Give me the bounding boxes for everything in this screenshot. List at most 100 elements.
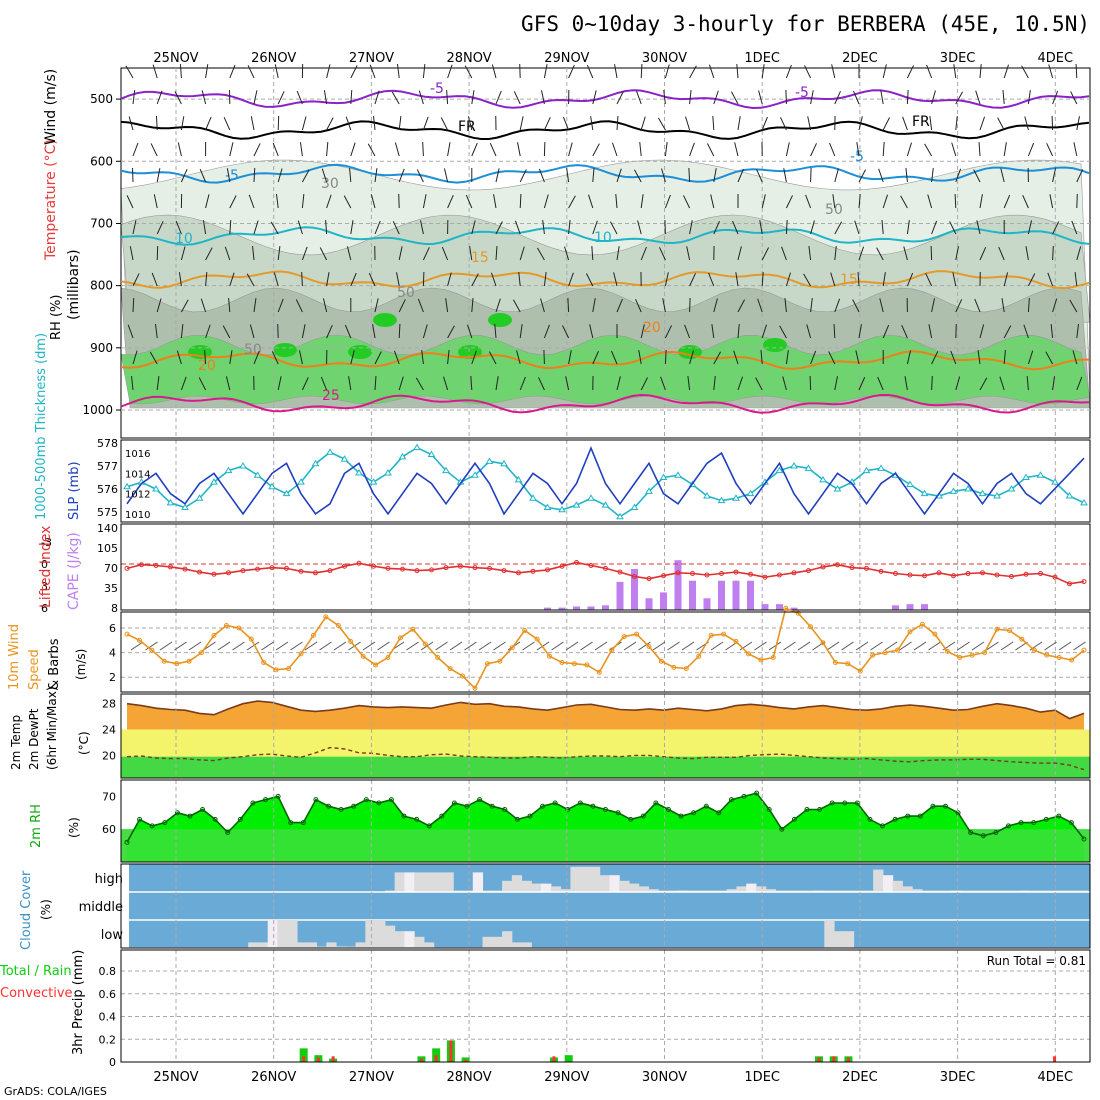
date-label-bottom: 29NOV [544,1070,589,1085]
wind-speed-series-point [335,623,341,629]
wind-barb [177,142,182,157]
cloud-bar-low [277,920,288,948]
wind-barb [955,246,959,261]
cloud-bar-low [511,942,523,948]
cloud-bar-high [609,875,620,892]
wind-barb [640,63,643,79]
lifted-index-series-point [1067,581,1072,587]
wind-barb [180,169,188,183]
wind-barb [1050,324,1054,339]
wind-barb [929,116,933,131]
wind-barb [471,350,477,365]
wind-barb [277,246,281,261]
wind-barb [495,245,498,261]
wind-barb [611,142,618,157]
wind-barb [541,90,545,105]
wind-speed-series-point [745,651,751,657]
wind-barb [296,90,303,105]
rh-series-point [880,823,886,829]
wind-barb [253,143,261,157]
wind-barb [151,272,158,287]
thickness-series-point [1007,485,1016,492]
cloud-bar-low [394,931,405,948]
thickness-series-point [427,450,436,458]
wind-barb [543,272,547,287]
wind-barb [1003,194,1011,209]
rh-series-point [741,793,747,799]
wind-barb [737,246,742,261]
date-label-top: 29NOV [544,51,589,66]
contour-label: -5 [225,168,239,184]
wind-barb [829,142,836,157]
wind-barb [205,272,208,287]
wind-barb [398,246,403,261]
wind-barb [664,142,668,157]
thickness-series-point [978,489,987,497]
lifted-index-series-point [371,563,376,569]
thickness-series-point [543,503,552,510]
wind-barb [205,194,210,209]
wind-speed-series-point [919,621,925,627]
wind-speed-series-point [832,659,838,665]
wind-barb [784,298,787,313]
surface-wind-barb [217,641,231,651]
rh-series-point [791,816,797,822]
surface-wind-barb [580,641,593,651]
cape-bar [776,604,783,610]
wind-barb [1003,325,1012,339]
rh-blob [763,338,787,352]
wind-barb [664,272,669,287]
precip-convective-bar [552,1056,556,1062]
surface-wind-barb [551,641,564,651]
wind-barb [904,376,908,391]
date-label-bottom: 28NOV [447,1070,492,1085]
temp-series [126,700,1085,720]
wind-barb [853,90,860,105]
lifted-index-series-point [980,570,985,576]
wind-barb [326,117,334,131]
contour-label: -5 [795,85,809,101]
cloud-bar-low [287,920,298,948]
wind-barb [418,90,424,105]
lifted-index-series-point [820,564,826,570]
wind-barb [469,246,473,261]
wind-speed-series-point [509,645,515,651]
wind-barb [979,324,985,339]
wind-barb [659,247,666,261]
wind-barb [275,194,279,209]
wind-barb [858,169,867,183]
cape-bar [660,592,667,610]
thickness-series-point [964,485,972,492]
wind-barb [761,116,768,131]
rh-series-point [363,797,369,803]
thickness-series-point [282,489,291,497]
contour-label: 30 [321,176,339,192]
dew-bottom-band [121,756,1090,778]
cape-bar [703,598,711,610]
rh-series-point [388,797,394,803]
pressure-axis-label: (millibars) [66,249,82,320]
wind-barb [664,64,670,79]
rh-series-point [451,800,457,806]
lifted-index-series-point [443,565,449,571]
cape-tick: 70 [104,562,118,575]
temperature-contour [120,270,1090,290]
rh-series-point [930,803,936,809]
wind-speed-series-point [1069,657,1075,663]
wind-barb [1045,351,1054,365]
li-tick: 0 [41,558,48,571]
wind-barb [277,91,285,105]
surface-wind-barb [246,641,260,651]
wind-speed-series-point [609,647,615,653]
surface-wind-barb [783,641,796,651]
wind-barb [854,220,860,235]
date-label-bottom: 3DEC [940,1070,976,1085]
wind-speed-series-point [149,647,155,653]
thickness-tick: 575 [97,506,118,519]
wind-barb [761,324,768,339]
wind-barb [614,64,618,79]
wind-speed-series-point [696,653,702,659]
wind-barb [301,377,309,391]
rh-series-point [489,803,495,809]
wind-barb [126,195,134,209]
